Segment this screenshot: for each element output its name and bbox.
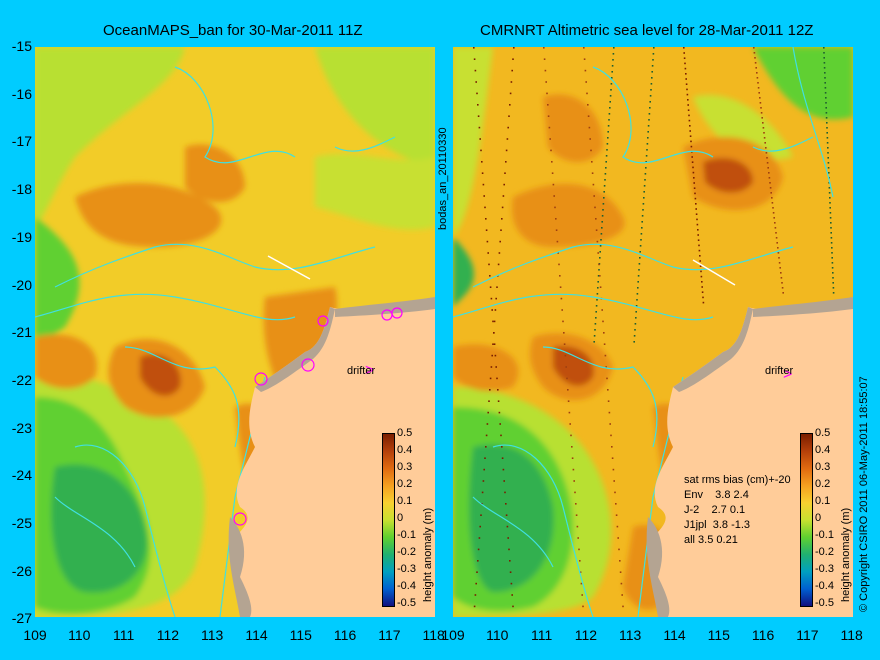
x-tick-label-left: 113 xyxy=(201,627,224,643)
x-tick-label-right: 115 xyxy=(707,627,730,643)
x-tick-label-right: 109 xyxy=(441,627,465,643)
colorbar-right xyxy=(800,433,813,607)
x-tick-label-left: 116 xyxy=(333,627,357,643)
x-tick-label-right: 110 xyxy=(486,627,509,643)
left-map-panel: > xyxy=(35,47,435,617)
colorbar-tick-label: -0.2 xyxy=(815,546,834,558)
colorbar-tick-label: 0.5 xyxy=(815,427,831,439)
x-tick-label-right: 112 xyxy=(574,627,598,643)
stats-row: Env 3.8 2.4 xyxy=(684,489,749,501)
colorbar-tick-label: -0.5 xyxy=(397,597,416,609)
x-tick-label-right: 118 xyxy=(840,627,863,643)
colorbar-tick-label: -0.3 xyxy=(815,563,834,575)
x-tick-label-left: 109 xyxy=(23,627,47,643)
y-tick-label: -16 xyxy=(11,85,32,102)
colorbar-tick-label: 0.1 xyxy=(397,495,413,507)
x-tick-label-left: 111 xyxy=(112,627,135,643)
x-tick-label-left: 110 xyxy=(68,627,91,643)
y-tick-label: -20 xyxy=(11,276,32,293)
y-tick-label: -25 xyxy=(11,515,32,531)
stats-row: all 3.5 0.21 xyxy=(684,534,738,546)
colorbar-tick-label: -0.4 xyxy=(815,580,834,592)
colorbar-tick-label: -0.4 xyxy=(397,580,416,592)
svg-text:>: > xyxy=(783,366,792,383)
y-tick-label: -23 xyxy=(11,419,32,436)
drifter-label-left: drifter xyxy=(347,365,376,377)
copyright-label: © Copyright CSIRO 2011 06-May-2011 18:55… xyxy=(858,376,870,612)
stats-header: sat rms bias (cm)+-20 xyxy=(684,474,791,486)
colorbar-tick-label: 0.3 xyxy=(815,461,831,473)
x-tick-label-right: 116 xyxy=(751,627,775,643)
x-tick-label-right: 113 xyxy=(619,627,642,643)
right-map-title: CMRNRT Altimetric sea level for 28-Mar-2… xyxy=(480,22,814,39)
colorbar-tick-label: 0 xyxy=(815,512,822,524)
left-map-title: OceanMAPS_ban for 30-Mar-2011 11Z xyxy=(103,22,363,39)
svg-text:>: > xyxy=(365,362,374,379)
stats-row: J-2 2.7 0.1 xyxy=(684,504,746,516)
colorbar-tick-label: 0.2 xyxy=(397,478,413,490)
y-tick-label: -24 xyxy=(11,467,32,484)
right-map-panel: > xyxy=(453,47,853,617)
colorbar-tick-label: 0.1 xyxy=(815,495,831,507)
y-tick-label: -15 xyxy=(11,38,32,54)
x-tick-label-left: 118 xyxy=(422,627,445,643)
x-tick-label-left: 112 xyxy=(156,627,180,643)
y-tick-label: -27 xyxy=(11,610,32,627)
colorbar-tick-label: 0.2 xyxy=(815,478,831,490)
colorbar-left xyxy=(382,433,395,607)
y-tick-label: -26 xyxy=(11,562,32,579)
stats-row: J1jpl 3.8 -1.3 xyxy=(684,519,751,531)
colorbar-right-label: height anomaly (m) xyxy=(840,507,852,602)
y-tick-label: -22 xyxy=(11,371,32,388)
colorbar-tick-label: 0.3 xyxy=(397,461,413,473)
drifter-label-right: drifter xyxy=(765,365,794,377)
colorbar-left-label: height anomaly (m) xyxy=(422,507,434,602)
y-tick-label: -19 xyxy=(11,228,32,245)
x-tick-label-right: 114 xyxy=(663,627,686,643)
x-tick-label-right: 117 xyxy=(796,627,819,643)
colorbar-tick-label: 0 xyxy=(397,512,404,524)
colorbar-tick-label: 0.4 xyxy=(815,444,831,456)
left-map-svg: > xyxy=(35,47,435,617)
colorbar-tick-label: 0.4 xyxy=(397,444,413,456)
colorbar-tick-label: -0.5 xyxy=(815,597,834,609)
colorbar-tick-label: -0.3 xyxy=(397,563,416,575)
colorbar-tick-label: -0.2 xyxy=(397,546,416,558)
x-tick-label-right: 111 xyxy=(530,627,553,643)
satellite-stats: sat rms bias (cm)+-20 Env 3.8 2.4 J-2 2.… xyxy=(684,473,791,548)
y-tick-label: -17 xyxy=(11,133,32,150)
colorbar-tick-label: -0.1 xyxy=(815,529,834,541)
right-map-svg: > xyxy=(453,47,853,617)
y-tick-label: -18 xyxy=(11,181,32,198)
x-tick-label-left: 115 xyxy=(289,627,312,643)
x-tick-label-left: 114 xyxy=(245,627,268,643)
colorbar-tick-label: -0.1 xyxy=(397,529,416,541)
colorbar-tick-label: 0.5 xyxy=(397,427,413,439)
run-id-label: bodas_an_20110330 xyxy=(437,127,449,230)
x-tick-label-left: 117 xyxy=(378,627,401,643)
y-tick-label: -21 xyxy=(11,324,32,341)
